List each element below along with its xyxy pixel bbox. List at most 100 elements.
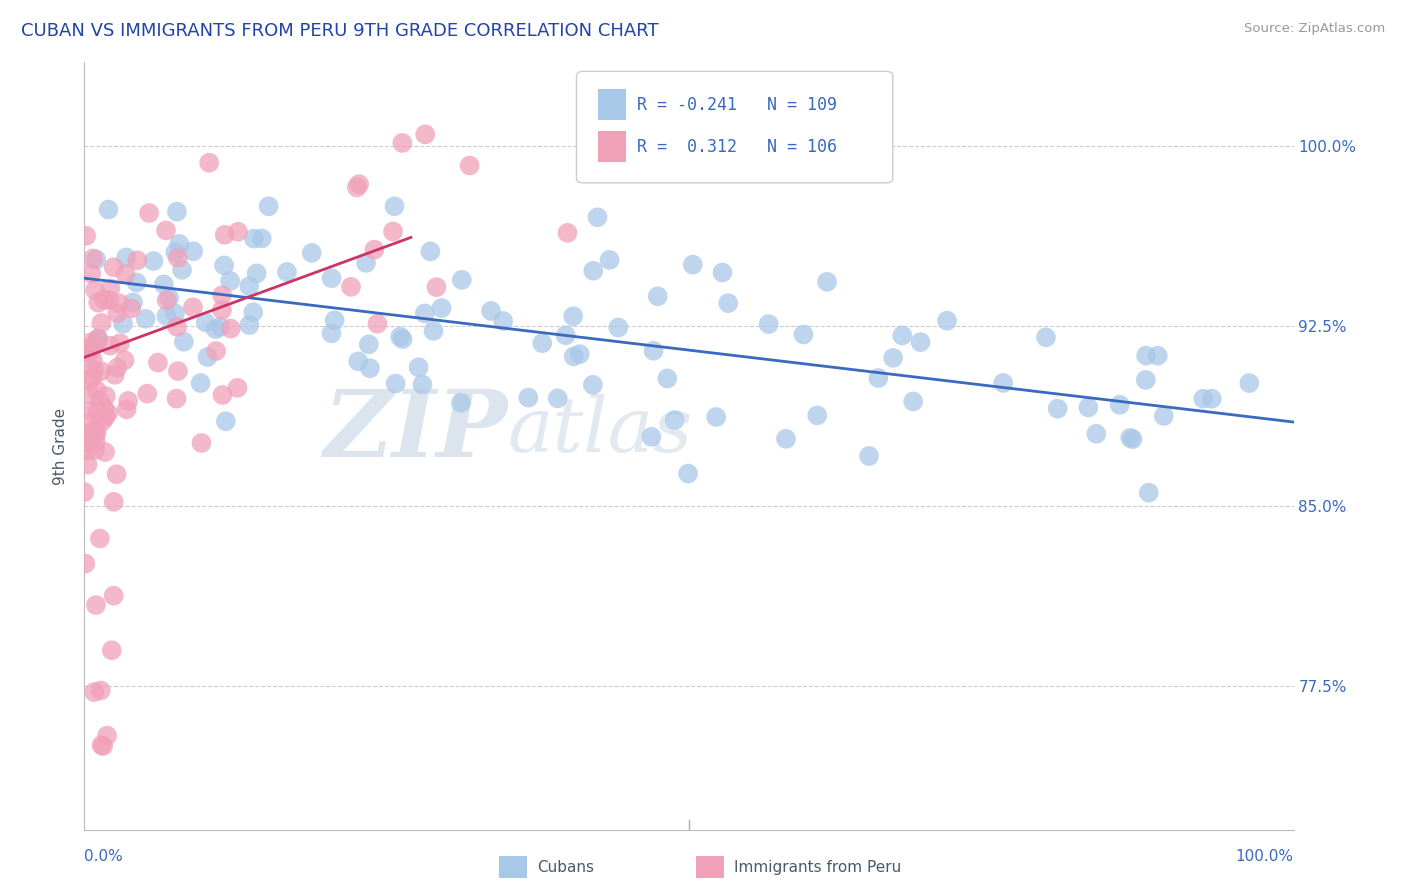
- Point: [93, 293, 115, 307]
- Point: [354, 256, 377, 270]
- Point: [125, 276, 148, 290]
- Point: [492, 314, 515, 328]
- Point: [568, 347, 591, 361]
- Point: [422, 324, 444, 338]
- Point: [243, 231, 266, 245]
- Point: [1146, 349, 1168, 363]
- Point: [408, 360, 430, 375]
- Point: [1153, 409, 1175, 423]
- Point: [562, 349, 585, 363]
- Point: [582, 377, 605, 392]
- Point: [547, 392, 569, 406]
- Point: [1137, 485, 1160, 500]
- Point: [346, 180, 368, 194]
- Point: [479, 304, 502, 318]
- Point: [321, 271, 343, 285]
- Point: [170, 263, 193, 277]
- Point: [347, 354, 370, 368]
- Point: [108, 336, 131, 351]
- Point: [190, 436, 212, 450]
- Point: [219, 321, 242, 335]
- Point: [664, 413, 686, 427]
- Point: [105, 306, 128, 320]
- Point: [87, 332, 110, 346]
- Point: [531, 336, 554, 351]
- Point: [115, 402, 138, 417]
- Point: [83, 363, 105, 377]
- Point: [190, 376, 212, 390]
- Point: [1077, 401, 1099, 415]
- Point: [79, 374, 101, 388]
- Point: [257, 199, 280, 213]
- Point: [226, 225, 249, 239]
- Point: [430, 301, 453, 315]
- Point: [458, 159, 481, 173]
- Point: [80, 335, 103, 350]
- Point: [554, 328, 576, 343]
- Point: [112, 317, 135, 331]
- Point: [1135, 373, 1157, 387]
- Text: Immigrants from Peru: Immigrants from Peru: [734, 860, 901, 874]
- Point: [86, 252, 108, 267]
- Point: [86, 405, 108, 419]
- Point: [114, 353, 136, 368]
- Point: [775, 432, 797, 446]
- Point: [73, 342, 96, 356]
- Point: [215, 414, 238, 428]
- Point: [682, 258, 704, 272]
- Point: [97, 202, 120, 217]
- Point: [910, 335, 932, 350]
- Point: [817, 130, 839, 145]
- Point: [212, 259, 235, 273]
- Point: [204, 322, 226, 336]
- Point: [389, 329, 412, 343]
- Point: [1135, 349, 1157, 363]
- Point: [127, 253, 149, 268]
- Point: [75, 557, 97, 571]
- Point: [136, 386, 159, 401]
- Point: [637, 152, 659, 166]
- Point: [108, 296, 131, 310]
- Point: [413, 306, 436, 320]
- Point: [146, 355, 169, 369]
- Point: [90, 738, 112, 752]
- Point: [105, 360, 128, 375]
- Point: [1035, 330, 1057, 344]
- Point: [76, 428, 98, 442]
- Point: [648, 128, 671, 142]
- Point: [758, 317, 780, 331]
- Point: [340, 280, 363, 294]
- Text: ZIP: ZIP: [323, 385, 508, 475]
- Point: [94, 445, 117, 459]
- Point: [792, 327, 814, 342]
- Point: [93, 401, 115, 416]
- Point: [115, 251, 138, 265]
- Point: [197, 350, 219, 364]
- Point: [155, 223, 177, 237]
- Point: [117, 394, 139, 409]
- Point: [80, 340, 103, 354]
- Point: [586, 211, 609, 225]
- Point: [122, 295, 145, 310]
- Point: [599, 252, 621, 267]
- Point: [166, 392, 188, 406]
- Point: [90, 316, 112, 330]
- Point: [209, 319, 232, 334]
- Point: [517, 391, 540, 405]
- Point: [83, 423, 105, 437]
- Point: [166, 319, 188, 334]
- Point: [91, 739, 114, 753]
- Point: [82, 353, 104, 368]
- Point: [153, 277, 176, 292]
- Point: [86, 425, 108, 439]
- Point: [993, 376, 1015, 390]
- Point: [242, 305, 264, 319]
- Point: [166, 251, 188, 265]
- Point: [105, 467, 128, 482]
- Point: [79, 430, 101, 444]
- Point: [82, 252, 104, 266]
- Point: [347, 177, 370, 191]
- Point: [363, 243, 385, 257]
- Point: [211, 388, 233, 402]
- Point: [776, 128, 799, 142]
